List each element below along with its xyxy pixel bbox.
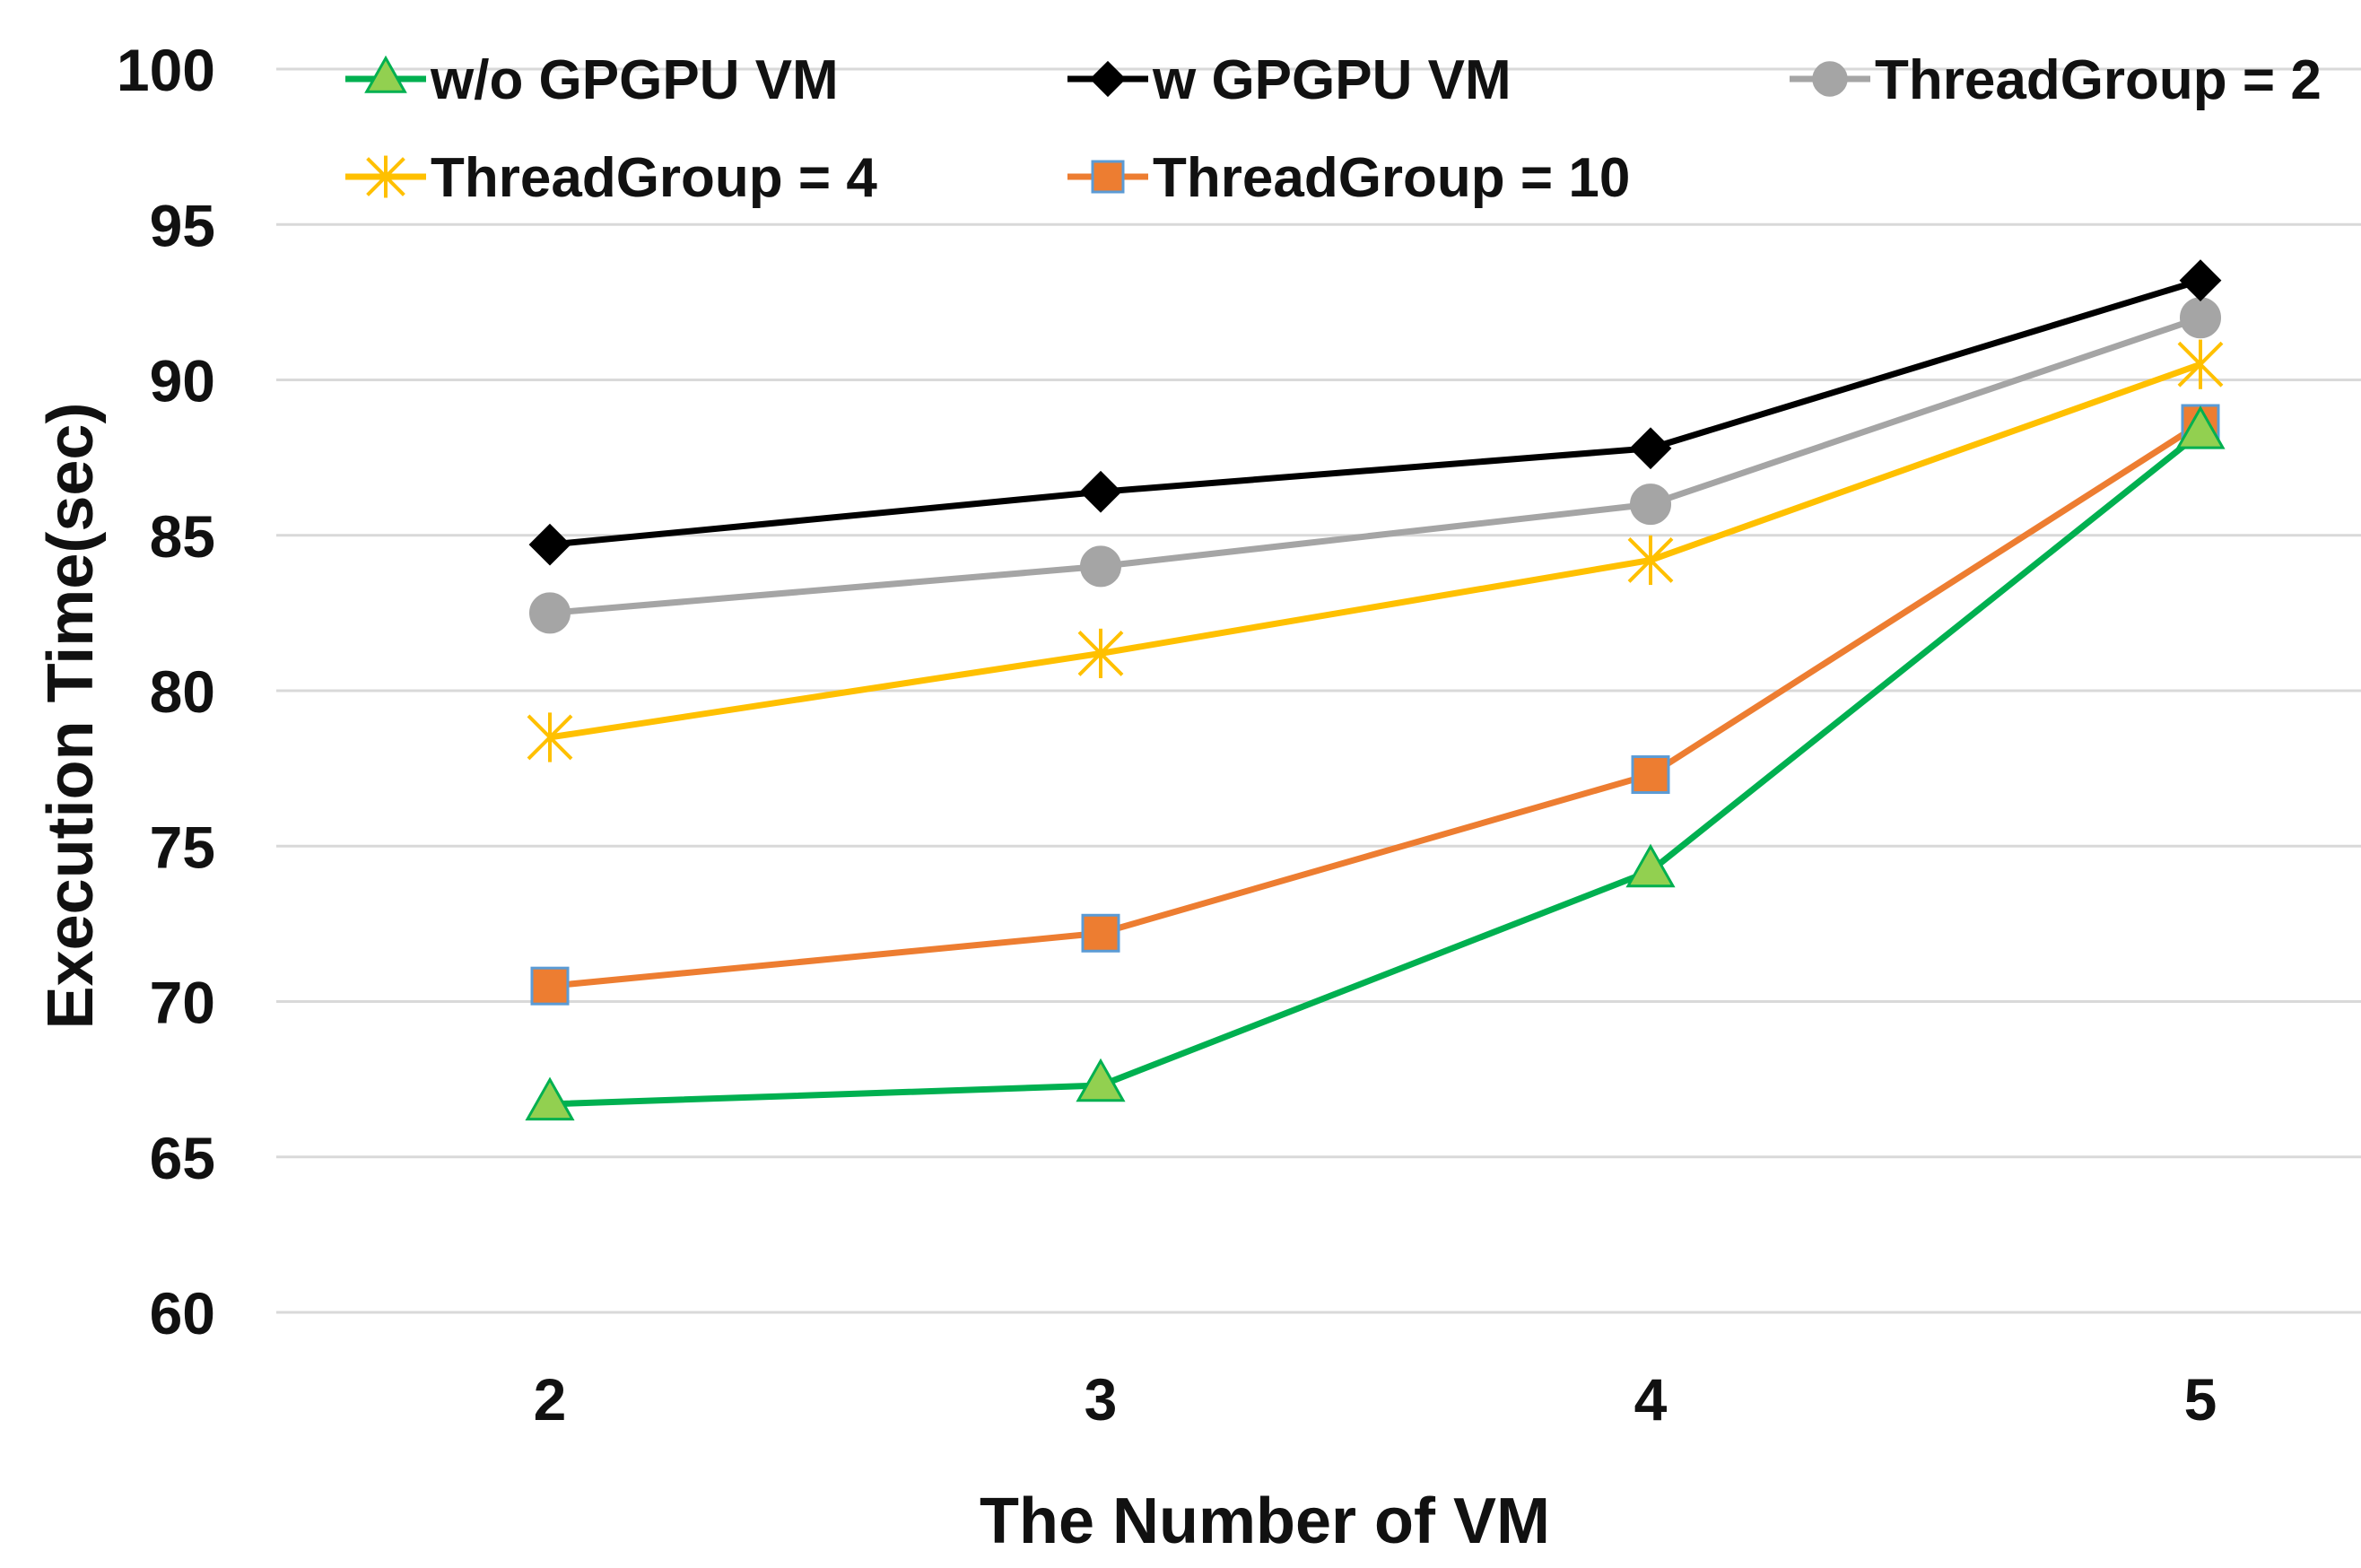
y-tick-label: 80 <box>150 658 215 725</box>
point-marker-triangle <box>1076 1058 1126 1102</box>
point-marker-circle <box>1812 61 1848 97</box>
legend: w/o GPGPU VM w GPGPU VM ThreadGroup = 2 Thr… <box>345 49 2322 209</box>
y-tick-label: 60 <box>150 1280 215 1346</box>
point-marker-triangle <box>525 1076 575 1121</box>
point-marker-circle <box>2180 297 2221 339</box>
x-axis-ticks: 2 3 4 5 <box>534 1366 2217 1433</box>
y-tick-label: 85 <box>150 503 215 570</box>
legend-item: ThreadGroup = 10 <box>1067 147 1630 209</box>
series-line <box>549 314 2202 616</box>
point-marker-circle <box>529 592 571 634</box>
y-tick-label: 95 <box>150 192 215 258</box>
point-marker-star <box>1627 535 1674 586</box>
series-threadgroup-2 <box>529 297 2221 634</box>
legend-item: ThreadGroup = 2 <box>1790 49 2322 111</box>
series-line <box>549 277 2202 548</box>
point-marker-circle <box>1630 483 1671 526</box>
point-marker-star <box>366 155 405 198</box>
x-tick-label: 5 <box>2184 1366 2217 1433</box>
point-marker-diamond <box>1089 60 1127 98</box>
point-marker-star <box>2177 339 2224 389</box>
legend-label: ThreadGroup = 10 <box>1153 147 1630 209</box>
legend-label: ThreadGroup = 2 <box>1875 49 2322 111</box>
gridlines <box>276 67 2361 1314</box>
y-tick-label: 75 <box>150 814 215 880</box>
y-tick-label: 90 <box>150 348 215 414</box>
series-lines <box>525 259 2226 1121</box>
point-marker-triangle <box>1625 843 1676 888</box>
x-tick-label: 3 <box>1085 1366 1118 1433</box>
point-marker-square <box>530 966 570 1006</box>
point-marker-diamond <box>528 523 571 566</box>
series-line <box>549 361 2202 741</box>
series-threadgroup-4 <box>527 339 2224 762</box>
y-axis-ticks: 60 65 70 75 80 85 90 95 100 <box>117 37 215 1346</box>
point-marker-diamond <box>1629 427 1672 470</box>
y-tick-label: 70 <box>150 970 215 1036</box>
x-tick-label: 2 <box>534 1366 567 1433</box>
series-line <box>549 430 2203 1108</box>
point-marker-diamond <box>1079 470 1122 513</box>
y-axis-title: Execution Time(sec) <box>35 403 107 1030</box>
legend-item: w GPGPU VM <box>1067 49 1512 111</box>
point-marker-square <box>1081 913 1120 953</box>
y-tick-label: 100 <box>117 37 215 103</box>
series-w-gpgpu-vm <box>528 259 2222 566</box>
y-tick-label: 65 <box>150 1125 215 1191</box>
point-marker-star <box>527 712 573 762</box>
point-marker-diamond <box>2179 259 2222 302</box>
series-line <box>549 421 2202 989</box>
point-marker-triangle <box>364 55 407 93</box>
point-marker-square <box>1091 160 1125 194</box>
x-axis-title: The Number of VM <box>980 1485 1550 1557</box>
point-marker-triangle <box>2175 405 2226 449</box>
series-w-o-gpgpu-vm <box>525 405 2226 1121</box>
x-tick-label: 4 <box>1634 1366 1668 1433</box>
legend-label: w/o GPGPU VM <box>430 49 839 111</box>
point-marker-square <box>1631 755 1670 795</box>
legend-item: ThreadGroup = 4 <box>345 147 877 209</box>
point-marker-circle <box>1080 545 1121 588</box>
legend-label: ThreadGroup = 4 <box>431 147 877 209</box>
legend-label: w GPGPU VM <box>1152 49 1512 111</box>
legend-item: w/o GPGPU VM <box>345 49 839 111</box>
point-marker-star <box>1077 628 1124 679</box>
